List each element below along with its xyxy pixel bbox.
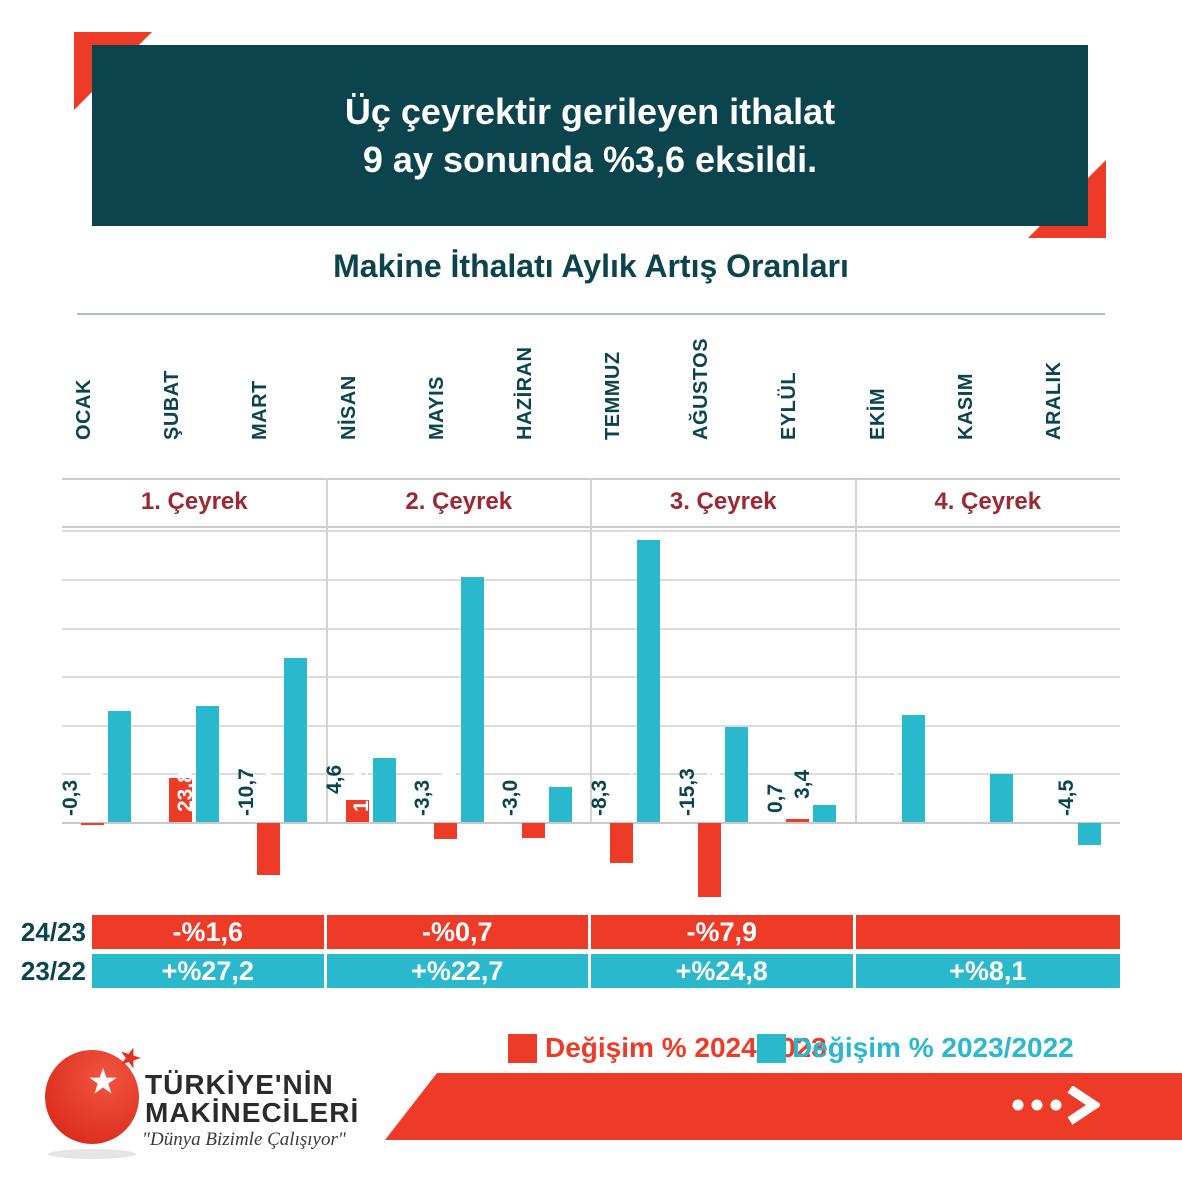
summary-cell: -%1,6 xyxy=(92,915,324,949)
bar-value-label: 3,4 xyxy=(790,770,814,800)
summary-cell: +%27,2 xyxy=(92,954,324,988)
bar-2023-2022 xyxy=(460,577,484,822)
quarter-divider xyxy=(325,478,328,822)
bar-value-label: 22,9 xyxy=(85,771,109,812)
month-label: EYLÜL xyxy=(778,371,801,440)
bar-2024-2023 xyxy=(345,799,369,822)
bar-value-label: -10,7 xyxy=(234,768,258,816)
chevron-right-icon xyxy=(1067,1086,1100,1125)
bar-value-label: 58,1 xyxy=(614,771,638,812)
month-label: MAYIS xyxy=(425,375,448,440)
bar-2024-2023 xyxy=(698,823,722,898)
brand-logo: TÜRKİYE'NİN MAKİNECİLERİ "Dünya Bizimle … xyxy=(45,1047,359,1159)
month-label: MART xyxy=(249,380,272,440)
header-banner: Üç çeyrektir gerileyen ithalat 9 ay sonu… xyxy=(92,45,1088,226)
logo-tagline: "Dünya Bizimle Çalışıyor" xyxy=(142,1129,347,1150)
logo-name-line1: TÜRKİYE'NİN xyxy=(145,1069,334,1100)
legend-label: Değişim % 2023/2022 xyxy=(792,1032,1074,1063)
bar-2023-2022 xyxy=(284,658,308,822)
month-label: NİSAN xyxy=(337,375,360,440)
quarter-label: 4. Çeyrek xyxy=(934,488,1042,515)
bar-2023-2022 xyxy=(372,757,396,822)
summary-cell: -%0,7 xyxy=(326,915,588,949)
month-label: AĞUSTOS xyxy=(690,337,713,440)
summary-cell: -%7,9 xyxy=(591,915,853,949)
quarter-label: 2. Çeyrek xyxy=(405,488,513,515)
bar-2023-2022 xyxy=(548,787,572,822)
gridline xyxy=(62,822,1120,824)
month-label: OCAK xyxy=(73,379,96,440)
header-title-line1: Üç çeyrektir gerileyen ithalat xyxy=(344,90,836,132)
summary-cell: +%8,1 xyxy=(855,954,1120,988)
quarter-divider xyxy=(854,478,857,822)
bar-value-label: -8,3 xyxy=(587,779,611,816)
bar-2023-2022 xyxy=(196,706,220,822)
footer-banner xyxy=(385,1073,1182,1140)
month-label: ARALIK xyxy=(1042,361,1065,440)
legend-swatch xyxy=(757,1034,786,1063)
bar-value-label: 50,4 xyxy=(438,771,462,812)
bar-value-label: 4,6 xyxy=(323,764,347,794)
quarter-label: 1. Çeyrek xyxy=(140,488,248,515)
top-rule xyxy=(77,313,1105,315)
summary-row-label: 23/22 xyxy=(20,956,86,986)
month-label: KASIM xyxy=(954,373,977,440)
summary-cell: +%24,8 xyxy=(591,954,853,988)
bar-2024-2023 xyxy=(610,823,634,864)
bar-2023-2022 xyxy=(813,805,837,822)
summary-cell: +%22,7 xyxy=(326,954,588,988)
bar-value-label: -0,3 xyxy=(58,779,82,816)
bar-value-label: 9,8 xyxy=(967,782,991,812)
bar-2023-2022 xyxy=(901,714,925,822)
month-label: HAZİRAN xyxy=(513,346,536,441)
dot-icon xyxy=(1050,1099,1062,1111)
logo-name-line2: MAKİNECİLERİ xyxy=(145,1097,359,1128)
bar-2024-2023 xyxy=(169,778,193,822)
dot-icon xyxy=(1012,1099,1024,1111)
month-label: EKİM xyxy=(866,388,889,440)
bar-2023-2022 xyxy=(725,726,749,822)
summary-cell xyxy=(855,915,1120,949)
bar-2024-2023 xyxy=(81,823,105,825)
quarter-divider xyxy=(590,478,592,822)
bar-value-label: 7,2 xyxy=(526,782,550,812)
bar-value-label: -4,5 xyxy=(1055,779,1079,816)
logo-globe xyxy=(45,1050,139,1144)
summary-row-label: 24/23 xyxy=(20,917,86,947)
bar-2023-2022 xyxy=(1077,823,1101,845)
star-icon xyxy=(89,1067,117,1094)
bar-2024-2023 xyxy=(433,823,457,840)
bar-value-label: -3,0 xyxy=(499,779,523,816)
legend-swatch xyxy=(508,1034,537,1063)
bar-2024-2023 xyxy=(786,818,810,822)
bar-2023-2022 xyxy=(989,774,1013,822)
bar-value-label: 23,8 xyxy=(173,771,197,812)
header-title-line2: 9 ay sonunda %3,6 eksildi. xyxy=(362,138,818,180)
bar-value-label: -15,3 xyxy=(675,768,699,816)
bar-value-label: -3,3 xyxy=(411,779,435,816)
bar-value-label: 19,6 xyxy=(702,771,726,812)
next-arrow[interactable] xyxy=(1008,1086,1100,1126)
bar-2023-2022 xyxy=(637,539,661,822)
bar-value-label: 33,7 xyxy=(261,771,285,812)
dot-icon xyxy=(1031,1099,1043,1111)
month-label: ŞUBAT xyxy=(161,370,184,440)
bar-value-label: 13,2 xyxy=(350,771,374,812)
bar-value-label: 9,0 xyxy=(146,782,170,812)
logo-shadow xyxy=(48,1149,136,1159)
chart-title: Makine İthalatı Aylık Artış Oranları xyxy=(333,248,849,284)
bar-2024-2023 xyxy=(521,823,545,838)
bar-2023-2022 xyxy=(108,710,132,822)
bar-2024-2023 xyxy=(257,823,281,875)
small-star-icon xyxy=(121,1047,142,1069)
quarter-label: 3. Çeyrek xyxy=(669,488,777,515)
month-label: TEMMUZ xyxy=(602,351,625,440)
bar-value-label: 0,7 xyxy=(763,783,787,813)
bar-value-label: 22,1 xyxy=(879,771,903,812)
